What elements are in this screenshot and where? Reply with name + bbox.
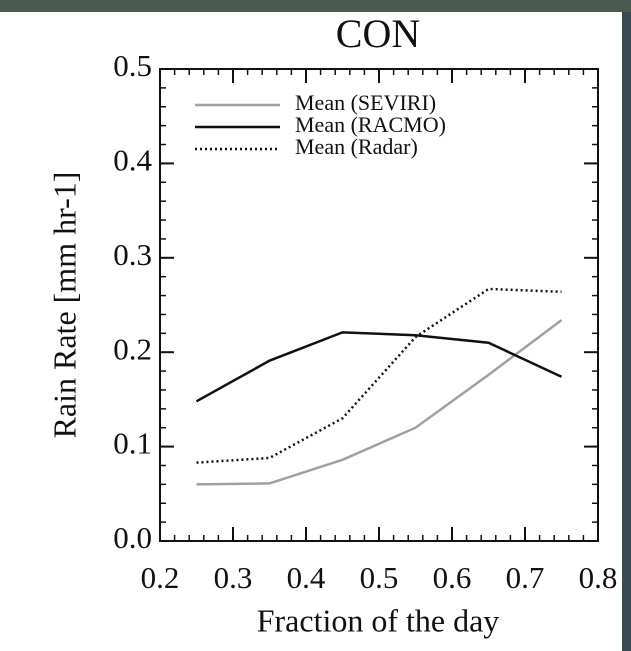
legend-label: Mean (Radar): [295, 134, 418, 159]
background-strip: [0, 0, 631, 12]
y-tick-label: 0.2: [113, 331, 152, 366]
panel: [0, 12, 622, 651]
x-tick-label: 0.7: [506, 560, 545, 595]
y-axis-label: Rain Rate [mm hr-1]: [46, 172, 82, 439]
y-tick-label: 0.0: [113, 520, 152, 555]
legend-label: Mean (RACMO): [295, 112, 446, 137]
x-axis-label: Fraction of the day: [257, 602, 500, 638]
x-tick-label: 0.2: [141, 560, 180, 595]
x-tick-label: 0.3: [214, 560, 253, 595]
series-line: [196, 287, 562, 464]
chart-title: CON: [336, 11, 420, 56]
x-tick-label: 0.6: [433, 560, 472, 595]
series-line: [196, 319, 563, 486]
y-tick-label: 0.1: [113, 426, 152, 461]
series-line: [195, 331, 563, 403]
x-tick-label: 0.5: [360, 560, 399, 595]
y-tick-label: 0.5: [113, 48, 152, 83]
x-tick-label: 0.4: [287, 560, 326, 595]
y-tick-label: 0.4: [113, 143, 152, 178]
legend-label: Mean (SEVIRI): [295, 90, 436, 115]
x-tick-label: 0.8: [579, 560, 618, 595]
y-tick-label: 0.3: [113, 237, 152, 272]
